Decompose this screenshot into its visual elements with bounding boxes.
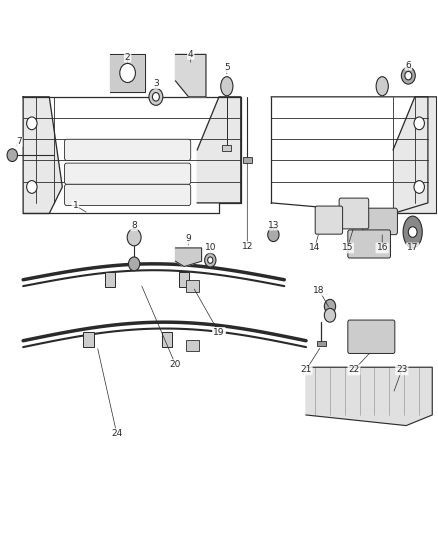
Text: 17: 17 [407, 244, 418, 253]
Text: 9: 9 [186, 235, 191, 244]
Text: 20: 20 [170, 360, 181, 369]
Text: 2: 2 [125, 53, 131, 62]
Text: 18: 18 [313, 286, 325, 295]
Ellipse shape [268, 228, 279, 241]
Text: 19: 19 [213, 328, 225, 337]
Bar [317, 341, 325, 346]
Ellipse shape [401, 67, 415, 84]
Ellipse shape [7, 149, 18, 161]
FancyBboxPatch shape [64, 184, 191, 206]
Ellipse shape [208, 257, 213, 263]
Text: 23: 23 [396, 366, 407, 374]
Ellipse shape [324, 309, 336, 322]
Bar [179, 272, 189, 287]
Ellipse shape [120, 63, 135, 83]
Ellipse shape [408, 227, 417, 237]
Ellipse shape [27, 181, 37, 193]
Text: 22: 22 [348, 366, 360, 374]
Polygon shape [23, 97, 62, 214]
FancyBboxPatch shape [363, 208, 397, 235]
Text: 16: 16 [376, 244, 388, 253]
Text: 5: 5 [224, 63, 230, 72]
Ellipse shape [128, 257, 140, 271]
Polygon shape [306, 367, 432, 425]
Bar [223, 144, 231, 151]
FancyBboxPatch shape [348, 320, 395, 353]
Ellipse shape [149, 88, 163, 106]
Text: 24: 24 [111, 429, 122, 438]
Text: 21: 21 [300, 366, 312, 374]
Polygon shape [176, 248, 201, 266]
FancyBboxPatch shape [348, 230, 391, 258]
Text: 15: 15 [342, 244, 353, 253]
Bar [186, 340, 199, 351]
Bar [243, 157, 252, 163]
Text: 19: 19 [213, 328, 225, 337]
Ellipse shape [221, 77, 233, 96]
Polygon shape [197, 97, 241, 203]
Ellipse shape [152, 93, 159, 101]
Ellipse shape [414, 181, 424, 193]
FancyBboxPatch shape [339, 198, 369, 229]
Ellipse shape [27, 117, 37, 130]
FancyBboxPatch shape [64, 139, 191, 160]
Text: 13: 13 [268, 221, 279, 230]
Text: 1: 1 [73, 201, 78, 210]
Ellipse shape [403, 216, 422, 248]
Ellipse shape [127, 229, 141, 246]
Polygon shape [393, 97, 437, 214]
Polygon shape [271, 97, 428, 214]
FancyBboxPatch shape [315, 206, 343, 234]
Ellipse shape [205, 253, 216, 267]
Bar [186, 280, 199, 292]
Ellipse shape [405, 71, 412, 80]
FancyBboxPatch shape [64, 163, 191, 184]
Polygon shape [23, 97, 241, 214]
Polygon shape [176, 54, 206, 97]
Text: 3: 3 [153, 79, 159, 88]
Bar [162, 332, 172, 347]
Text: 6: 6 [406, 61, 411, 69]
Text: 10: 10 [205, 244, 216, 253]
Ellipse shape [414, 117, 424, 130]
Polygon shape [110, 54, 145, 92]
Text: 8: 8 [131, 221, 137, 230]
Text: 4: 4 [188, 50, 194, 59]
Text: 14: 14 [309, 244, 321, 253]
Ellipse shape [324, 300, 336, 313]
Bar [105, 272, 116, 287]
Bar [83, 332, 94, 347]
Text: 12: 12 [242, 242, 253, 251]
Ellipse shape [376, 77, 389, 96]
Text: 7: 7 [16, 138, 21, 147]
